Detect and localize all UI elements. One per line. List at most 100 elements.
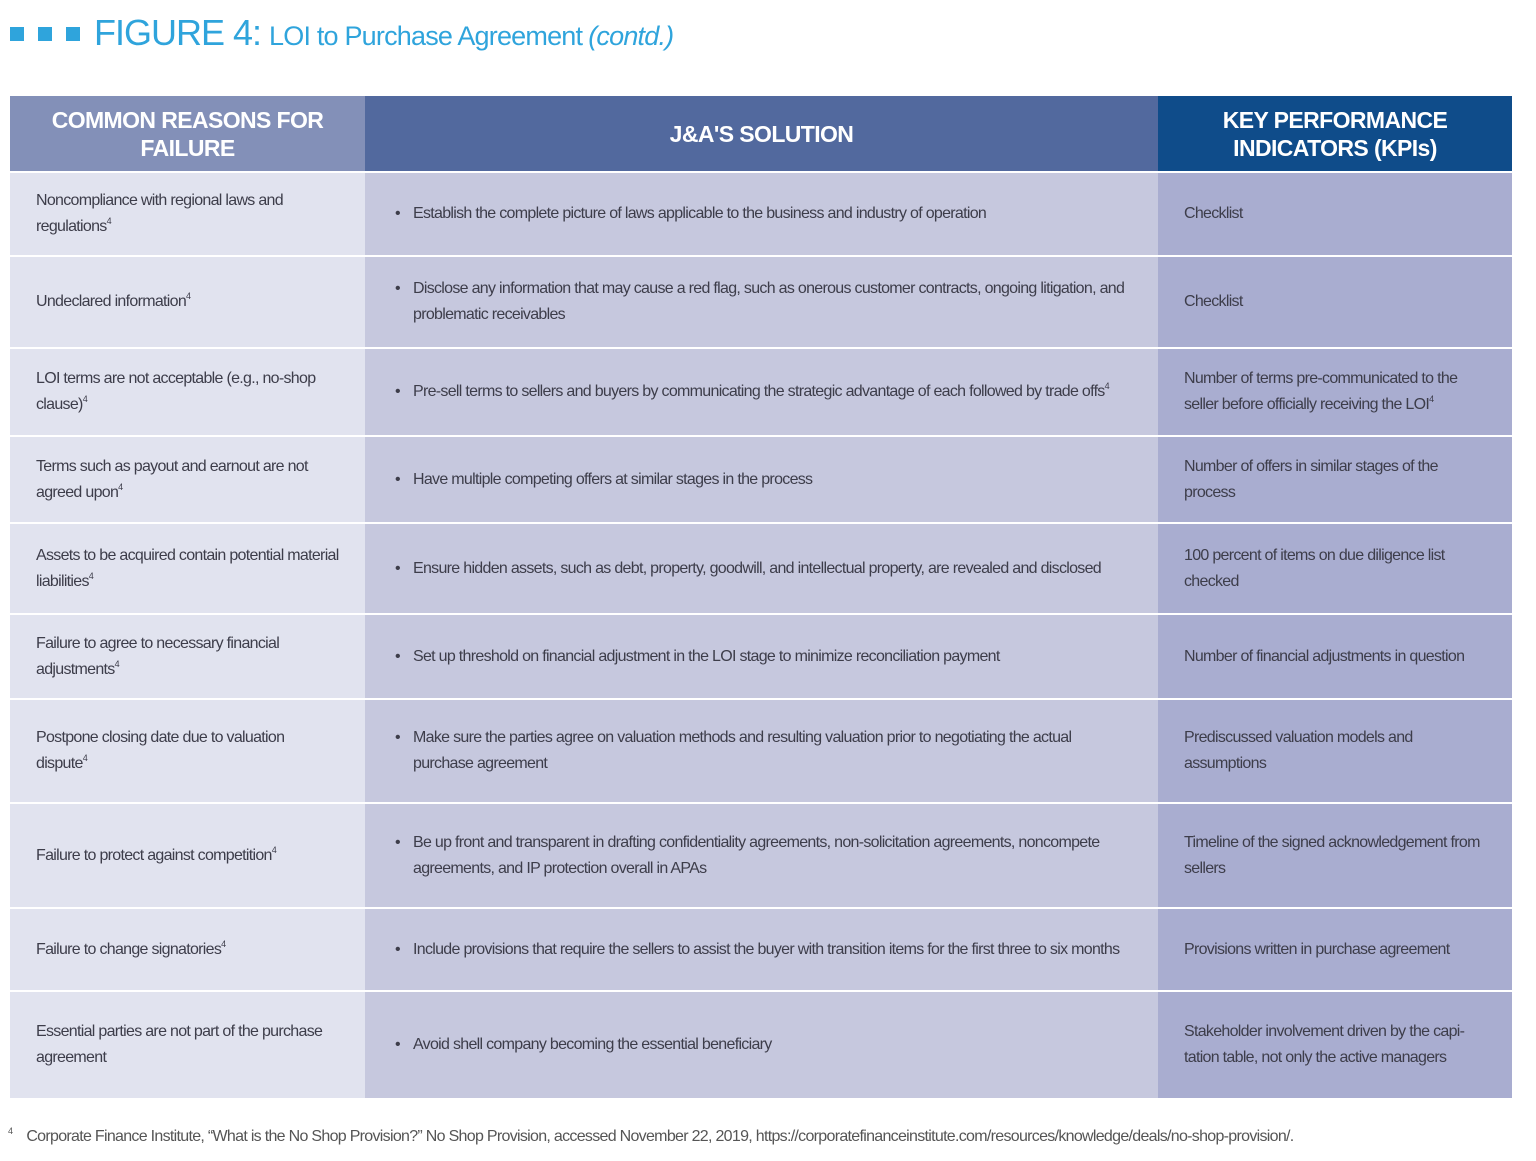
footnote-ref: 4 <box>106 216 112 226</box>
solution-cell: • Pre-sell terms to sellers and buyers by… <box>365 347 1158 436</box>
solution-cell: • Include provisions that require the sel… <box>365 907 1158 991</box>
reason-cell-text: Postpone closing date due to valuation d… <box>36 729 285 772</box>
solution-cell: • Establish the complete picture of laws … <box>365 171 1158 256</box>
solution-cell-text: Disclose any information that may cause … <box>413 280 1125 323</box>
reason-cell-text: Undeclared information <box>36 293 187 310</box>
kpi-cell-text: 100 percent of items on due diligence li… <box>1184 546 1445 590</box>
footnote: 4 Corporate Finance Institute, “What is t… <box>8 1126 1294 1146</box>
footnote-ref: 4 <box>186 291 191 301</box>
kpi-cell-text: Checklist <box>1184 205 1243 222</box>
reason-cell-text: Assets to be acquired contain potential … <box>36 546 339 590</box>
solution-cell-text: Have multiple competing offers at simila… <box>413 470 813 488</box>
solution-cell-text: Avoid shell company becoming the essenti… <box>413 1036 772 1053</box>
kpi-cell: Prediscussed valuation models and assump… <box>1158 698 1512 803</box>
table-row: Undeclared information4 • Disclose any inf… <box>10 255 1512 348</box>
header-solution: J&A'S SOLUTION <box>365 96 1158 172</box>
solution-cell-text: Set up threshold on financial adjustment… <box>413 647 1000 665</box>
reason-cell-text: Failure to change signatories <box>36 940 222 958</box>
table-row: Failure to agree to necessary financial … <box>10 613 1512 699</box>
solution-cell: • Ensure hidden assets, such as debt, pro… <box>365 522 1158 614</box>
bullet-icon: • <box>395 383 401 400</box>
bullet-icon: • <box>395 940 401 958</box>
kpi-cell-text: Number of offers in similar stages of th… <box>1184 457 1438 501</box>
square-bullet-icon <box>66 27 80 41</box>
bullet-icon: • <box>395 647 401 665</box>
reason-cell: LOI terms are not acceptable (e.g., no-s… <box>10 347 365 436</box>
kpi-cell-text: Number of financial adjustments in quest… <box>1184 647 1465 665</box>
kpi-cell: Number of offers in similar stages of th… <box>1158 435 1512 523</box>
figure-contd: (contd.) <box>588 21 674 51</box>
footnote-ref: 4 <box>271 844 277 855</box>
footnote-text: Corporate Finance Institute, “What is th… <box>26 1128 1294 1145</box>
solution-cell: • Have multiple competing offers at simil… <box>365 435 1158 523</box>
solution-cell: • Make sure the parties agree on valuatio… <box>365 698 1158 803</box>
table-row: Terms such as payout and earnout are not… <box>10 435 1512 523</box>
footnote-ref: 4 <box>88 570 94 581</box>
bullet-icon: • <box>395 729 401 746</box>
footnote-marker: 4 <box>8 1126 13 1136</box>
header-reasons: COMMON REASONS FOR FAILURE <box>10 96 365 172</box>
bullet-icon: • <box>395 559 401 577</box>
table-row: Postpone closing date due to valuation d… <box>10 698 1512 803</box>
reason-cell-text: Terms such as payout and earnout are not… <box>36 457 308 501</box>
kpi-cell: 100 percent of items on due diligence li… <box>1158 522 1512 614</box>
footnote-ref: 4 <box>82 753 88 763</box>
footnote-ref: 4 <box>114 658 120 669</box>
solution-cell-text: Establish the complete picture of laws a… <box>413 205 987 222</box>
kpi-cell: Stakeholder involvement driven by the ca… <box>1158 990 1512 1098</box>
kpi-cell-text: Stakeholder involvement driven by the ca… <box>1184 1023 1465 1066</box>
header-kpis: KEY PERFORMANCE INDICATORS (KPIs) <box>1158 96 1512 172</box>
table-row: Failure to change signatories4 • Include p… <box>10 907 1512 991</box>
bullet-icon: • <box>395 280 401 297</box>
kpi-cell: Timeline of the signed acknowledgement f… <box>1158 802 1512 908</box>
kpi-cell: Number of financial adjustments in quest… <box>1158 613 1512 699</box>
table-header-row: COMMON REASONS FOR FAILURE J&A'S SOLUTIO… <box>10 96 1512 172</box>
reason-cell-text: LOI terms are not acceptable (e.g., no-s… <box>36 370 316 413</box>
loi-table: COMMON REASONS FOR FAILURE J&A'S SOLUTIO… <box>10 96 1512 1098</box>
footnote-ref: 4 <box>118 481 123 492</box>
table-row: Failure to protect against competition4 •… <box>10 802 1512 908</box>
footnote-ref: 4 <box>221 938 226 949</box>
footnote-ref: 4 <box>82 394 88 404</box>
figure-number: FIGURE 4: <box>94 12 262 53</box>
square-bullet-icon <box>38 27 52 41</box>
solution-cell-text: Pre-sell terms to sellers and buyers by … <box>413 383 1105 400</box>
figure-subtitle: LOI to Purchase Agreement <box>269 21 583 51</box>
kpi-cell: Number of terms pre-communicated to the … <box>1158 347 1512 436</box>
solution-cell: • Disclose any information that may cause… <box>365 255 1158 348</box>
bullet-icon: • <box>395 470 401 488</box>
footnote-ref: 4 <box>1429 394 1434 404</box>
kpi-cell-text: Number of terms pre-communicated to the … <box>1184 370 1458 413</box>
solution-cell-text: Ensure hidden assets, such as debt, prop… <box>413 559 1102 577</box>
table-row: Noncompliance with regional laws and reg… <box>10 171 1512 256</box>
table-row: LOI terms are not acceptable (e.g., no-s… <box>10 347 1512 436</box>
table-row: Essential parties are not part of the pu… <box>10 990 1512 1098</box>
square-bullet-icon <box>10 27 24 41</box>
figure-title: FIGURE 4: LOI to Purchase Agreement (con… <box>10 12 674 54</box>
kpi-cell: Provisions written in purchase agreement <box>1158 907 1512 991</box>
bullet-icon: • <box>395 833 401 851</box>
table-row: Assets to be acquired contain potential … <box>10 522 1512 614</box>
solution-cell: • Set up threshold on financial adjustmen… <box>365 613 1158 699</box>
kpi-cell: Checklist <box>1158 255 1512 348</box>
bullet-icon: • <box>395 1036 401 1053</box>
reason-cell: Failure to change signatories4 <box>10 907 365 991</box>
reason-cell: Failure to protect against competition4 <box>10 802 365 908</box>
solution-cell: • Avoid shell company becoming the essent… <box>365 990 1158 1098</box>
reason-cell-text: Failure to protect against competition <box>36 846 272 864</box>
solution-cell-text: Be up front and transparent in drafting … <box>413 833 1100 877</box>
kpi-cell-text: Checklist <box>1184 293 1243 310</box>
reason-cell: Assets to be acquired contain potential … <box>10 522 365 614</box>
reason-cell: Essential parties are not part of the pu… <box>10 990 365 1098</box>
kpi-cell-text: Prediscussed valuation models and assump… <box>1184 729 1413 772</box>
reason-cell: Undeclared information4 <box>10 255 365 348</box>
bullet-icon: • <box>395 205 401 222</box>
reason-cell-text: Noncompliance with regional laws and reg… <box>36 192 284 235</box>
reason-cell: Noncompliance with regional laws and reg… <box>10 171 365 256</box>
reason-cell-text: Failure to agree to necessary financial … <box>36 634 280 678</box>
kpi-cell-text: Provisions written in purchase agreement <box>1184 940 1450 958</box>
reason-cell-text: Essential parties are not part of the pu… <box>36 1023 323 1066</box>
solution-cell: • Be up front and transparent in drafting… <box>365 802 1158 908</box>
solution-cell-text: Include provisions that require the sell… <box>413 940 1120 958</box>
footnote-ref: 4 <box>1104 381 1110 391</box>
